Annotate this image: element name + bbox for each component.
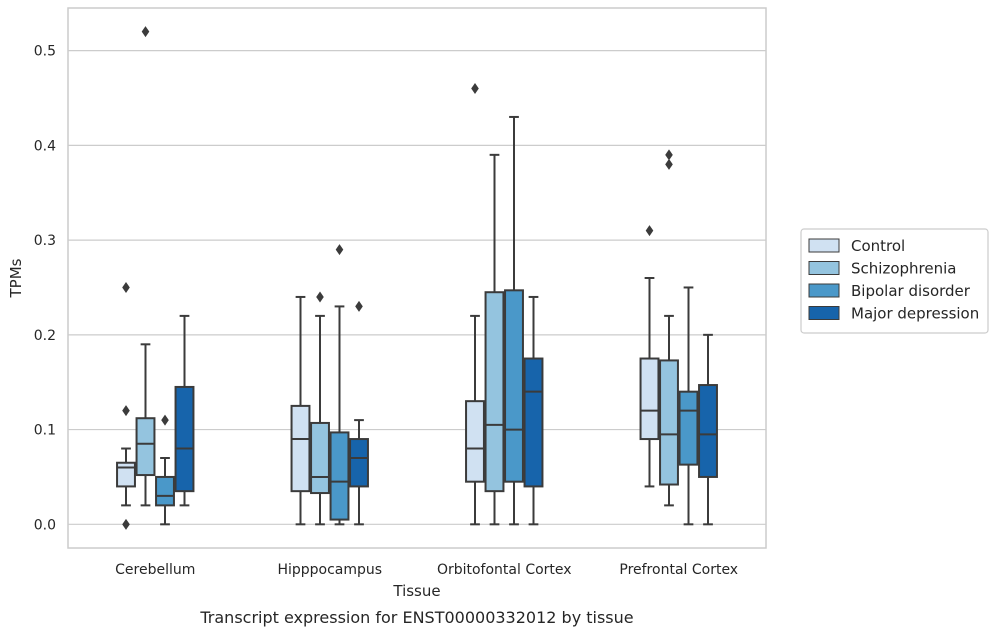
box-iqr xyxy=(174,385,195,493)
y-axis-label: TPMs xyxy=(7,258,25,298)
box-iqr xyxy=(659,359,679,486)
legend-label: Major depression xyxy=(851,305,979,323)
outlier-point xyxy=(665,158,673,170)
outlier-point xyxy=(316,291,324,303)
box-iqr xyxy=(484,291,505,493)
legend-swatch xyxy=(808,306,840,320)
box-iqr xyxy=(465,400,485,483)
legend-swatch xyxy=(808,261,840,275)
outlier-point xyxy=(141,26,150,38)
box-1-1 xyxy=(310,291,330,526)
box-3-2 xyxy=(678,286,699,526)
box-0-0 xyxy=(116,281,136,530)
box-1-2 xyxy=(329,244,350,526)
box-2-0 xyxy=(465,83,485,526)
outlier-point xyxy=(122,405,130,417)
y-tick-label: 0.2 xyxy=(34,328,56,344)
legend-frame xyxy=(800,228,989,334)
box-iqr xyxy=(639,357,660,441)
box-1-3 xyxy=(349,300,369,526)
x-axis-ticks: Cerebellum Hipppocampus Orbitofontal Corte… xyxy=(115,562,738,578)
y-tick-label: 0.5 xyxy=(34,44,56,60)
legend-label: Bipolar disorder xyxy=(851,282,971,300)
x-axis-label: Tissue xyxy=(392,582,440,600)
box-iqr xyxy=(155,475,175,507)
legend-swatch xyxy=(808,238,840,253)
box-iqr xyxy=(290,404,311,493)
x-tick-label: Hipppocampus xyxy=(277,562,382,578)
box-iqr xyxy=(523,357,544,488)
y-tick-label: 0.1 xyxy=(34,423,56,439)
outlier-point xyxy=(355,300,363,312)
box-iqr xyxy=(116,461,136,488)
box-3-0 xyxy=(639,225,660,488)
y-tick-label: 0.3 xyxy=(34,233,56,249)
x-tick-label: Cerebellum xyxy=(115,562,195,578)
box-0-1 xyxy=(135,26,156,507)
outlier-point xyxy=(122,518,130,530)
box-0-3 xyxy=(174,314,195,507)
outlier-point xyxy=(122,281,130,293)
box-iqr xyxy=(678,390,699,466)
legend: Control Schizophrenia Bipolar disorder Majo… xyxy=(800,228,989,334)
legend-label: Control xyxy=(851,237,905,255)
box-iqr xyxy=(135,417,156,477)
outlier-point xyxy=(645,225,654,237)
box-2-3 xyxy=(523,295,544,526)
x-tick-label: Orbitofontal Cortex xyxy=(437,562,572,578)
outlier-point xyxy=(471,83,479,95)
outlier-point xyxy=(665,149,673,161)
box-3-3 xyxy=(698,333,718,526)
box-2-2 xyxy=(504,115,524,526)
box-0-2 xyxy=(155,414,175,526)
chart-caption: Transcript expression for ENST0000033201… xyxy=(199,608,633,627)
box-iqr xyxy=(698,384,718,478)
box-iqr xyxy=(310,421,330,495)
box-iqr xyxy=(329,431,350,521)
box-iqr xyxy=(504,289,524,483)
y-axis-ticks: 0.0 0.1 0.2 0.3 0.4 0.5 xyxy=(34,44,56,534)
x-tick-label: Prefrontal Cortex xyxy=(619,562,738,578)
box-2-1 xyxy=(484,153,505,526)
outlier-point xyxy=(161,414,169,426)
y-tick-label: 0.4 xyxy=(34,138,56,154)
y-tick-label: 0.0 xyxy=(34,517,56,533)
box-1-0 xyxy=(290,295,311,526)
plot-frame xyxy=(67,7,767,549)
outlier-point xyxy=(335,244,344,256)
legend-swatch xyxy=(808,283,840,298)
box-iqr xyxy=(349,438,369,488)
box-3-1 xyxy=(659,149,679,507)
boxes xyxy=(116,26,718,530)
legend-label: Schizophrenia xyxy=(851,260,956,278)
